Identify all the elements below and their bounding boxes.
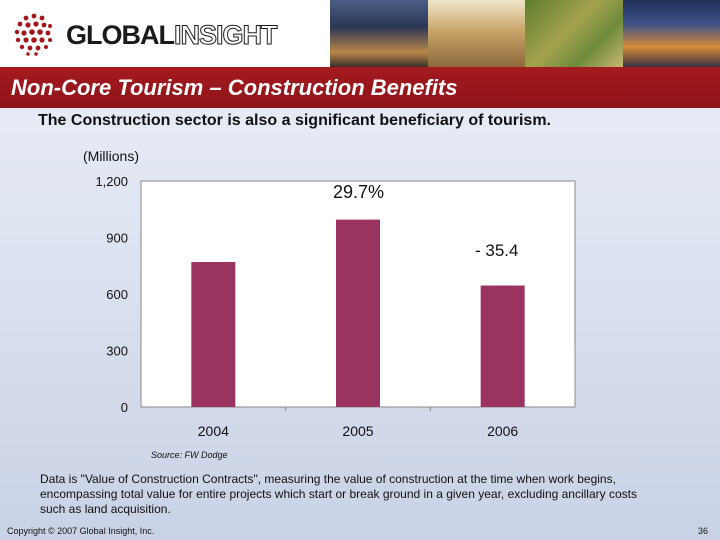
logo-global-text: GLOBAL [66, 20, 175, 50]
copyright-text: Copyright © 2007 Global Insight, Inc. [7, 526, 155, 536]
park-photo [525, 0, 623, 67]
city-night-photo [622, 0, 720, 67]
change-annotation-2006: - 35.4 [475, 241, 518, 260]
y-tick-label: 1,200 [95, 174, 128, 189]
y-tick-label: 300 [106, 344, 128, 359]
y-tick-label: 0 [121, 400, 128, 415]
lighthouse-photo [330, 0, 428, 67]
logo-dots-icon [14, 13, 52, 56]
bar-2006 [480, 285, 525, 407]
ballroom-photo [427, 0, 525, 67]
slide-title: Non-Core Tourism – Construction Benefits [11, 75, 458, 100]
bar-2004 [191, 261, 236, 407]
header-photo-strip [330, 0, 720, 67]
y-tick-label: 900 [106, 231, 128, 246]
bar-2005 [336, 219, 380, 407]
x-tick-label: 2006 [487, 423, 518, 439]
logo-insight-text: INSIGHT [174, 20, 279, 51]
page-number: 36 [698, 526, 709, 536]
data-definition-note: Data is "Value of Construction Contracts… [40, 472, 637, 516]
slide-subtitle: The Construction sector is also a signif… [38, 112, 551, 129]
x-tick-label: 2005 [342, 423, 373, 439]
y-axis-unit-label: (Millions) [83, 148, 139, 164]
source-note: Source: FW Dodge [151, 450, 228, 460]
growth-annotation-2005: 29.7% [333, 182, 384, 202]
logo-wordmark: GLOBALINSIGHT [66, 20, 279, 51]
title-band: Non-Core Tourism – Construction Benefits [0, 67, 720, 108]
global-insight-logo: GLOBALINSIGHT [12, 12, 312, 56]
y-tick-label: 600 [106, 287, 128, 302]
header-bar: GLOBALINSIGHT [0, 0, 720, 67]
x-tick-label: 2004 [198, 423, 229, 439]
